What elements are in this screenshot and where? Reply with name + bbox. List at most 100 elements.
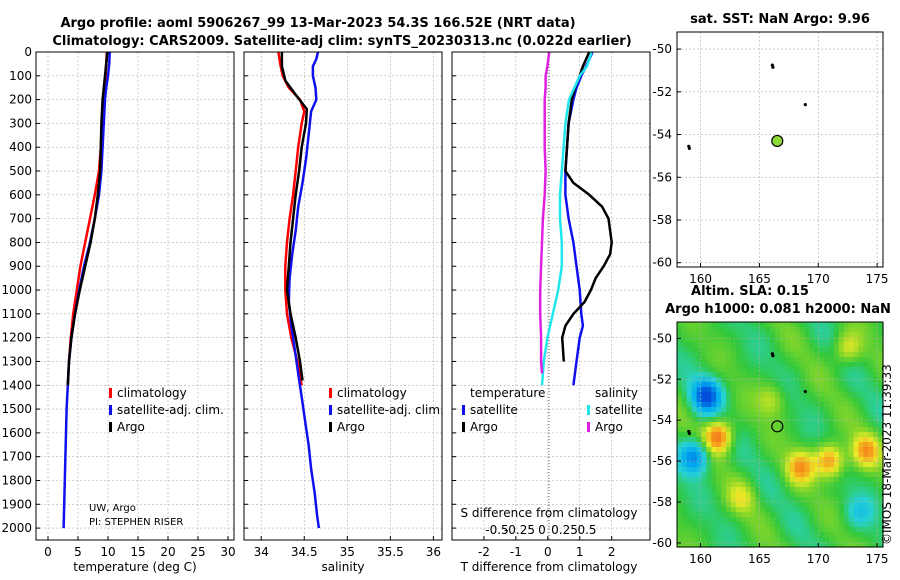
- heat-cell: [765, 362, 771, 368]
- heat-cell: [770, 482, 776, 488]
- heat-cell: [681, 457, 688, 463]
- heat-cell: [730, 367, 737, 373]
- heat-cell: [765, 427, 771, 433]
- heat-cell: [863, 512, 869, 518]
- heat-cell: [775, 402, 781, 408]
- heat-cell: [853, 527, 860, 533]
- heat-cell: [740, 462, 747, 468]
- heat-cell: [863, 342, 869, 348]
- y-tick-label: 1900: [1, 497, 32, 511]
- heat-cell: [677, 402, 683, 408]
- heat-cell: [755, 497, 761, 503]
- sst-map-title: sat. SST: NaN Argo: 9.96: [690, 12, 870, 27]
- heat-cell: [765, 482, 771, 488]
- heat-cell: [819, 412, 825, 418]
- heat-cell: [784, 327, 791, 333]
- heat-cell: [706, 497, 712, 503]
- heat-cell: [833, 537, 840, 543]
- heat-cell: [789, 442, 796, 448]
- heat-cell: [843, 347, 850, 353]
- heat-cell: [784, 517, 791, 523]
- heat-cell: [873, 377, 879, 383]
- heat-cell: [809, 437, 815, 443]
- x-tick-label: 35.5: [377, 545, 404, 559]
- heat-cell: [804, 427, 811, 433]
- heat-cell: [873, 332, 879, 338]
- heat-cell: [814, 467, 820, 473]
- heat-cell: [824, 517, 830, 523]
- heat-cell: [740, 347, 747, 353]
- heat-cell: [750, 482, 757, 488]
- heat-cell: [868, 542, 874, 548]
- heat-cell: [711, 502, 717, 508]
- heat-cell: [843, 517, 850, 523]
- heat-cell: [740, 432, 747, 438]
- heat-cell: [735, 467, 742, 473]
- y-tick-label: 300: [9, 116, 32, 130]
- heat-cell: [784, 372, 791, 378]
- heat-cell: [745, 382, 752, 388]
- heat-cell: [770, 362, 776, 368]
- heat-cell: [863, 497, 869, 503]
- heat-cell: [858, 542, 864, 548]
- heat-cell: [878, 377, 884, 383]
- heat-cell: [789, 462, 796, 468]
- heat-cell: [750, 417, 757, 423]
- heat-cell: [765, 542, 771, 548]
- heat-cell: [809, 327, 815, 333]
- heat-cell: [833, 467, 840, 473]
- heat-cell: [730, 412, 737, 418]
- heat-cell: [696, 477, 703, 483]
- heat-cell: [780, 472, 786, 478]
- heat-cell: [716, 372, 722, 378]
- heat-cell: [706, 327, 712, 333]
- heat-cell: [730, 352, 737, 358]
- heat-cell: [784, 412, 791, 418]
- heat-cell: [735, 457, 742, 463]
- heat-cell: [853, 327, 860, 333]
- heat-cell: [691, 392, 698, 398]
- heat-cell: [819, 477, 825, 483]
- heat-cell: [809, 432, 815, 438]
- heat-cell: [755, 387, 761, 393]
- heat-cell: [833, 422, 840, 428]
- heat-cell: [706, 522, 712, 528]
- heat-cell: [770, 442, 776, 448]
- heat-cell: [755, 437, 761, 443]
- heat-cell: [686, 422, 693, 428]
- heat-cell: [686, 362, 693, 368]
- heat-cell: [799, 452, 806, 458]
- series-line-argo: [280, 52, 309, 381]
- heat-cell: [735, 437, 742, 443]
- heat-cell: [878, 422, 884, 428]
- heat-cell: [780, 427, 786, 433]
- legend-swatch-sal-satellite: [587, 405, 590, 415]
- x-tick-label: 36: [426, 545, 441, 559]
- heat-cell: [686, 467, 693, 473]
- y-tick-label: -54: [652, 413, 672, 427]
- heat-cell: [829, 507, 835, 513]
- heat-cell: [696, 342, 703, 348]
- heat-cell: [740, 342, 747, 348]
- heat-cell: [804, 367, 811, 373]
- heat-cell: [784, 532, 791, 538]
- heat-cell: [819, 392, 825, 398]
- heat-cell: [716, 537, 722, 543]
- heat-cell: [843, 432, 850, 438]
- x-tick-label: 175: [866, 272, 889, 286]
- heat-cell: [775, 427, 781, 433]
- heat-cell: [819, 457, 825, 463]
- heat-cell: [809, 537, 815, 543]
- heat-cell: [775, 382, 781, 388]
- heat-cell: [848, 517, 855, 523]
- heat-cell: [740, 397, 747, 403]
- heat-cell: [804, 402, 811, 408]
- heat-cell: [686, 527, 693, 533]
- heat-cell: [686, 427, 693, 433]
- heat-cell: [824, 447, 830, 453]
- heat-cell: [721, 517, 727, 523]
- heat-cell: [848, 482, 855, 488]
- heat-cell: [770, 477, 776, 483]
- heat-cell: [780, 512, 786, 518]
- heat-cell: [677, 337, 683, 343]
